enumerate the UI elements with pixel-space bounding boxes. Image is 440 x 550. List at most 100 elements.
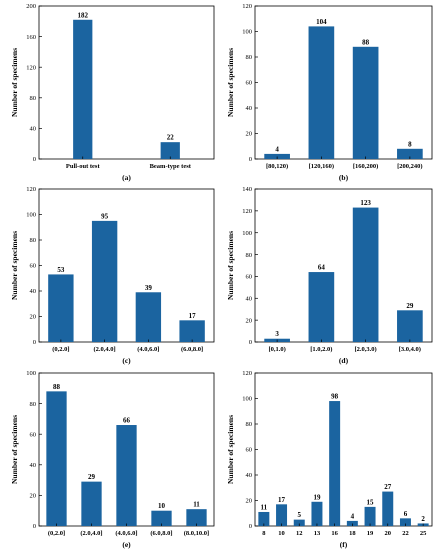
- y-axis-label: Number of specimens: [10, 231, 19, 300]
- y-tick-label: 120: [26, 64, 36, 71]
- panel-label: (a): [122, 173, 131, 182]
- panel-label: (f): [340, 540, 348, 549]
- y-tick-label: 40: [30, 462, 37, 469]
- x-tick-label: 25: [420, 530, 427, 537]
- bar: [81, 481, 102, 526]
- y-tick-label: 60: [246, 274, 253, 281]
- x-tick-label: (2.0,4.0]: [80, 530, 102, 537]
- x-tick-label: (6.0,8.0]: [150, 530, 172, 537]
- x-tick-label: [160,200): [353, 163, 378, 170]
- x-tick-label: (4.0,6.0]: [115, 530, 137, 537]
- y-tick-label: 80: [30, 237, 37, 244]
- bar-value-label: 4: [351, 512, 355, 520]
- y-axis-label: Number of specimens: [226, 415, 235, 484]
- x-tick-label: 12: [296, 530, 303, 537]
- x-tick-label: 10: [278, 530, 285, 537]
- x-tick-label: 16: [331, 530, 338, 537]
- bar-value-label: 95: [101, 212, 109, 220]
- bar: [329, 401, 341, 526]
- bar: [364, 506, 376, 526]
- bar-value-label: 19: [313, 493, 321, 501]
- bar-value-label: 15: [367, 498, 375, 506]
- bar: [352, 207, 379, 342]
- y-tick-label: 20: [246, 498, 253, 505]
- bar: [264, 153, 290, 159]
- bar: [73, 19, 93, 159]
- bar-value-label: 66: [123, 417, 131, 425]
- plot-frame: [254, 5, 433, 160]
- chart-panel: 0 20 40 60 80 100 120 Number of specimens 4 [80,1…: [226, 3, 433, 182]
- bar: [116, 425, 137, 526]
- bar: [352, 46, 379, 159]
- bar-value-label: 22: [167, 134, 175, 142]
- bar-value-label: 39: [145, 284, 153, 292]
- bar-value-label: 10: [158, 502, 166, 510]
- x-tick-label: (6.0,8.0]: [181, 346, 203, 353]
- bar: [311, 501, 323, 526]
- bar: [399, 518, 411, 526]
- y-tick-label: 120: [26, 186, 36, 193]
- bar-value-label: 6: [404, 510, 408, 518]
- x-tick-label: [0,1.0): [268, 346, 285, 353]
- x-tick-label: [2.0,3.0): [355, 346, 377, 353]
- bar: [382, 491, 394, 526]
- x-tick-label: (2.0,4.0]: [94, 346, 116, 353]
- bar: [135, 292, 162, 342]
- y-tick-label: 200: [26, 3, 36, 10]
- x-tick-label: 13: [314, 530, 321, 537]
- bar-value-label: 182: [78, 11, 89, 19]
- x-tick-label: Pull-out test: [66, 163, 101, 170]
- x-tick-label: [80,120): [266, 163, 288, 170]
- bar-value-label: 88: [53, 383, 61, 391]
- bar: [46, 391, 67, 526]
- x-tick-label: 18: [349, 530, 356, 537]
- bar: [308, 272, 335, 342]
- chart-panel: 0 20 40 60 80 100 120 Number of specimens 53 (0,2…: [10, 186, 215, 365]
- plot-frame: [38, 5, 215, 160]
- plot-frame: [254, 188, 433, 343]
- x-tick-label: [120,160): [309, 163, 334, 170]
- bar-value-label: 5: [298, 511, 302, 519]
- panel-label: (e): [122, 540, 131, 549]
- y-tick-label: 0: [33, 339, 36, 346]
- bar-value-label: 123: [360, 199, 371, 207]
- bar-value-label: 17: [278, 496, 286, 504]
- bar-value-label: 3: [275, 330, 279, 338]
- bar: [48, 274, 74, 342]
- y-tick-label: 100: [242, 29, 252, 36]
- bar-value-label: 53: [57, 266, 65, 274]
- bar-value-label: 29: [88, 473, 96, 481]
- bar: [276, 504, 288, 526]
- y-tick-label: 120: [242, 208, 252, 215]
- y-axis-label: Number of specimens: [226, 231, 235, 300]
- x-tick-label: [3.0,4.0): [399, 346, 421, 353]
- y-tick-label: 0: [33, 523, 36, 530]
- y-tick-label: 40: [246, 105, 253, 112]
- y-tick-label: 160: [26, 34, 36, 41]
- y-axis-label: Number of specimens: [10, 48, 19, 117]
- bar: [91, 220, 118, 342]
- y-tick-label: 100: [242, 230, 252, 237]
- y-tick-label: 40: [246, 295, 253, 302]
- chart-panel: 0 20 40 60 80 100 Number of specimens 88 (0,2.0]…: [10, 370, 215, 549]
- bar: [258, 511, 270, 526]
- y-tick-label: 0: [249, 339, 252, 346]
- chart-panel: 0 40 80 120 160 200 Number of specimens 182 Pull…: [10, 3, 215, 182]
- x-tick-label: (0,2.0]: [48, 530, 65, 537]
- bar-value-label: 11: [193, 501, 200, 509]
- y-tick-label: 80: [30, 401, 37, 408]
- x-tick-label: (8.0,10.0]: [184, 530, 209, 537]
- y-tick-label: 20: [30, 493, 37, 500]
- y-axis-label: Number of specimens: [10, 415, 19, 484]
- panel-label: (c): [122, 356, 131, 365]
- y-tick-label: 120: [242, 3, 252, 10]
- bar-value-label: 2: [421, 515, 425, 523]
- panel-label: (b): [339, 173, 349, 182]
- x-tick-label: Beam-type test: [150, 163, 192, 170]
- y-tick-label: 20: [30, 314, 37, 321]
- x-tick-label: (4.0,6.0]: [137, 346, 159, 353]
- bar-value-label: 88: [362, 38, 370, 46]
- y-tick-label: 100: [26, 212, 36, 219]
- y-tick-label: 0: [249, 523, 252, 530]
